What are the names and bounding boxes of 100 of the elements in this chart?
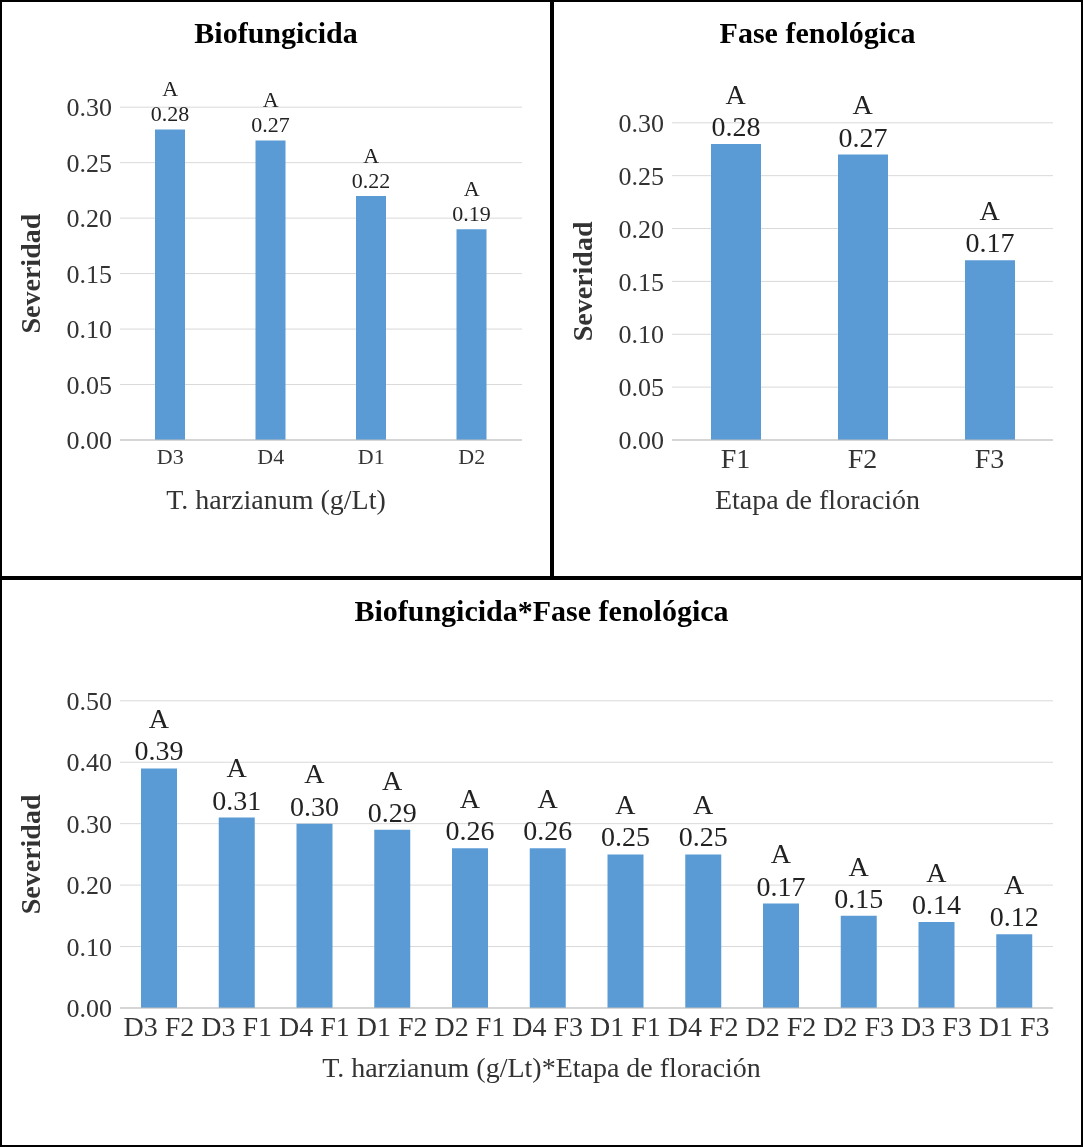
data-label: 0.19 bbox=[452, 201, 491, 227]
x-tick-label: D4 bbox=[257, 443, 285, 469]
x-tick-label: D4 F3 bbox=[512, 1010, 584, 1042]
data-label: 0.14 bbox=[912, 888, 961, 920]
annotation: A bbox=[262, 87, 279, 113]
bar bbox=[918, 921, 955, 1008]
y-tick-label: 0.00 bbox=[66, 994, 112, 1024]
data-label: 0.28 bbox=[150, 101, 190, 127]
y-tick-label: 0.30 bbox=[66, 809, 112, 839]
x-tick-label: F1 bbox=[720, 442, 751, 474]
bar bbox=[141, 768, 177, 1008]
bar bbox=[218, 817, 255, 1008]
annotation: A bbox=[770, 838, 792, 870]
y-tick-label: 0.10 bbox=[618, 320, 664, 350]
x-tick-label: F3 bbox=[974, 442, 1005, 474]
y-tick-label: 0.40 bbox=[66, 748, 112, 778]
data-label: 0.15 bbox=[834, 882, 884, 914]
x-tick-label: D1 bbox=[357, 443, 385, 469]
chart-title: Fase fenológica bbox=[719, 16, 916, 50]
x-tick-label: D1 F3 bbox=[978, 1010, 1050, 1042]
data-label: 0.12 bbox=[989, 901, 1039, 933]
x-tick-label: D3 F3 bbox=[900, 1010, 972, 1042]
data-label: 0.17 bbox=[756, 870, 806, 902]
x-axis-title: Etapa de floración bbox=[714, 484, 921, 516]
annotation: A bbox=[148, 703, 170, 735]
data-label: 0.26 bbox=[445, 815, 495, 847]
data-label: 0.25 bbox=[678, 821, 728, 853]
x-tick-label: D1 F1 bbox=[589, 1010, 661, 1042]
annotation: A bbox=[852, 89, 874, 121]
y-tick-label: 0.30 bbox=[618, 109, 664, 139]
y-tick-label: 0.20 bbox=[66, 204, 112, 234]
bar bbox=[356, 195, 386, 440]
bar bbox=[607, 854, 644, 1008]
x-tick-label: D3 F1 bbox=[201, 1010, 273, 1042]
bar bbox=[296, 823, 333, 1008]
x-tick-label: F2 bbox=[847, 442, 878, 474]
annotation: A bbox=[979, 195, 1001, 227]
data-label: 0.30 bbox=[290, 790, 339, 822]
annotation: A bbox=[226, 752, 248, 784]
x-tick-label: D2 F1 bbox=[434, 1010, 506, 1042]
bar bbox=[763, 903, 799, 1008]
bar bbox=[456, 229, 487, 440]
x-tick-label: D2 bbox=[458, 443, 486, 469]
y-tick-label: 0.10 bbox=[66, 315, 112, 345]
data-label: 0.17 bbox=[965, 227, 1015, 259]
y-tick-label: 0.20 bbox=[66, 871, 112, 901]
y-tick-label: 0.05 bbox=[66, 370, 112, 400]
annotation: A bbox=[363, 142, 380, 168]
annotation: A bbox=[693, 789, 715, 821]
bar bbox=[155, 129, 185, 440]
annotation: A bbox=[725, 78, 747, 110]
annotation: A bbox=[304, 758, 326, 790]
bar bbox=[452, 848, 488, 1008]
y-axis-title: Severidad bbox=[14, 213, 46, 334]
y-tick-label: 0.00 bbox=[618, 426, 664, 456]
y-tick-label: 0.50 bbox=[66, 687, 112, 717]
data-label: 0.29 bbox=[367, 796, 417, 828]
bar bbox=[840, 915, 877, 1008]
bar bbox=[838, 154, 888, 440]
y-tick-label: 0.15 bbox=[618, 267, 664, 297]
bar bbox=[529, 848, 566, 1008]
y-tick-label: 0.25 bbox=[618, 161, 664, 191]
x-tick-label: D4 F1 bbox=[278, 1010, 350, 1042]
x-tick-label: D2 F3 bbox=[823, 1010, 895, 1042]
y-axis-title: Severidad bbox=[566, 221, 598, 342]
bar bbox=[996, 934, 1033, 1008]
y-tick-label: 0.05 bbox=[618, 373, 664, 403]
chart-title: Biofungicida bbox=[194, 16, 358, 50]
annotation: A bbox=[848, 850, 870, 882]
y-tick-label: 0.25 bbox=[66, 148, 112, 178]
annotation: A bbox=[537, 783, 559, 815]
x-tick-label: D3 F2 bbox=[123, 1010, 195, 1042]
annotation: A bbox=[1004, 869, 1026, 901]
x-tick-label: D2 F2 bbox=[745, 1010, 817, 1042]
x-tick-label: D4 F2 bbox=[667, 1010, 739, 1042]
x-tick-label: D3 bbox=[156, 443, 184, 469]
y-tick-label: 0.20 bbox=[618, 214, 664, 244]
chart-title: Biofungicida*Fase fenológica bbox=[354, 594, 729, 628]
annotation: A bbox=[615, 789, 637, 821]
x-axis-title: T. harzianum (g/Lt) bbox=[166, 484, 386, 516]
y-tick-label: 0.00 bbox=[66, 426, 112, 456]
annotation: A bbox=[162, 76, 179, 102]
y-tick-label: 0.30 bbox=[66, 93, 112, 123]
y-tick-label: 0.15 bbox=[66, 259, 112, 289]
data-label: 0.28 bbox=[711, 110, 761, 142]
data-label: 0.22 bbox=[351, 167, 391, 193]
data-label: 0.39 bbox=[134, 735, 184, 767]
data-label: 0.31 bbox=[212, 784, 262, 816]
x-tick-label: D1 F2 bbox=[356, 1010, 428, 1042]
bar bbox=[374, 829, 411, 1008]
data-label: 0.27 bbox=[251, 112, 290, 138]
y-tick-label: 0.10 bbox=[66, 932, 112, 962]
annotation: A bbox=[926, 856, 948, 888]
data-label: 0.27 bbox=[838, 121, 888, 153]
data-label: 0.26 bbox=[523, 815, 573, 847]
bar bbox=[255, 140, 286, 440]
annotation: A bbox=[382, 764, 404, 796]
annotation: A bbox=[459, 783, 481, 815]
bar bbox=[965, 260, 1015, 440]
x-axis-title: T. harzianum (g/Lt)*Etapa de floración bbox=[322, 1052, 761, 1084]
